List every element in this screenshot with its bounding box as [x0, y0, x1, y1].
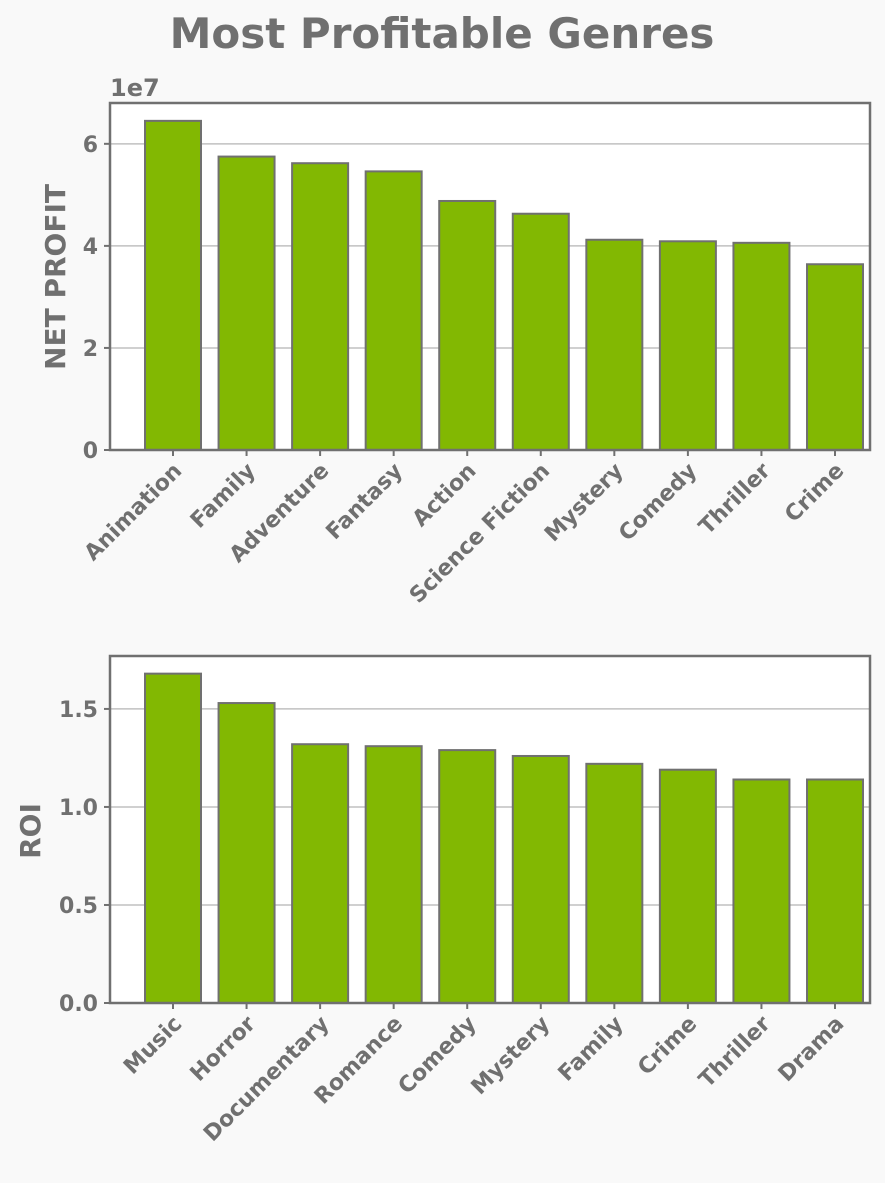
x-tick-label: Horror: [186, 1011, 261, 1086]
bar-family: [585, 762, 644, 1004]
y-tick-label: 1.0: [59, 796, 98, 821]
x-tick-label: Fantasy: [322, 459, 408, 545]
x-tick-label: Family: [186, 459, 261, 534]
bar-comedy: [658, 240, 717, 451]
x-tick-label: Drama: [774, 1012, 849, 1087]
x-tick-label: Thriller: [694, 1011, 775, 1092]
x-tick-label: Animation: [80, 459, 187, 566]
axis-offset-label: 1e7: [110, 74, 160, 102]
y-axis-label: ROI: [14, 803, 47, 859]
x-tick-label: Science Fiction: [405, 459, 555, 609]
bar-comedy: [438, 749, 497, 1004]
y-tick-label: 1.5: [59, 698, 98, 723]
x-tick-label: Thriller: [694, 458, 775, 539]
x-tick-label: Action: [408, 459, 481, 532]
plot-frame: [108, 101, 872, 452]
bar-animation: [144, 119, 202, 451]
bar-action: [438, 199, 497, 451]
x-tick-label: Mystery: [540, 459, 628, 547]
bar-thriller: [732, 241, 791, 451]
bar-mystery: [511, 754, 570, 1004]
bar-mystery: [585, 238, 644, 451]
bar-fantasy: [364, 170, 423, 451]
y-tick-label: 4: [83, 235, 98, 260]
bar-thriller: [732, 778, 791, 1005]
chart-title: Most Profitable Genres: [170, 9, 715, 58]
bar-horror: [217, 702, 276, 1004]
bar-music: [144, 672, 202, 1004]
bar-family: [217, 155, 276, 452]
x-tick-label: Comedy: [394, 1012, 482, 1100]
x-tick-label: Mystery: [467, 1012, 555, 1100]
x-tick-label: Crime: [780, 459, 849, 528]
bar-adventure: [291, 162, 350, 452]
x-tick-label: Family: [554, 1012, 629, 1087]
bar-romance: [364, 745, 423, 1004]
bar-drama: [806, 778, 864, 1005]
x-tick-label: Crime: [633, 1012, 702, 1081]
plot-frame: [108, 654, 872, 1005]
bar-documentary: [291, 743, 350, 1004]
y-tick-label: 0: [83, 439, 98, 464]
y-tick-label: 6: [83, 133, 98, 158]
x-tick-label: Documentary: [199, 1012, 334, 1147]
x-tick-label: Comedy: [614, 459, 702, 547]
roi-chart: 0.00.51.01.5MusicHorrorDocumentaryRomanc…: [14, 654, 872, 1147]
bar-science-fiction: [511, 212, 570, 451]
x-tick-label: Music: [119, 1012, 187, 1080]
bar-crime: [658, 768, 717, 1005]
y-tick-label: 0.0: [59, 992, 98, 1017]
y-tick-label: 0.5: [59, 894, 98, 919]
bar-crime: [806, 263, 864, 451]
y-axis-label: NET PROFIT: [39, 184, 72, 370]
y-tick-label: 2: [83, 337, 98, 362]
